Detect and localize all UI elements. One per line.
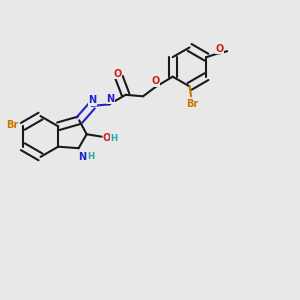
Text: N: N <box>78 152 86 162</box>
Text: Br: Br <box>186 99 199 110</box>
Text: Br: Br <box>6 120 19 130</box>
Text: O: O <box>103 134 111 143</box>
Text: O: O <box>216 44 224 54</box>
Text: H: H <box>87 152 94 161</box>
Text: H: H <box>111 134 118 143</box>
Text: O: O <box>114 69 122 79</box>
Text: O: O <box>152 76 160 86</box>
Text: N: N <box>88 95 97 106</box>
Text: N: N <box>106 94 114 104</box>
